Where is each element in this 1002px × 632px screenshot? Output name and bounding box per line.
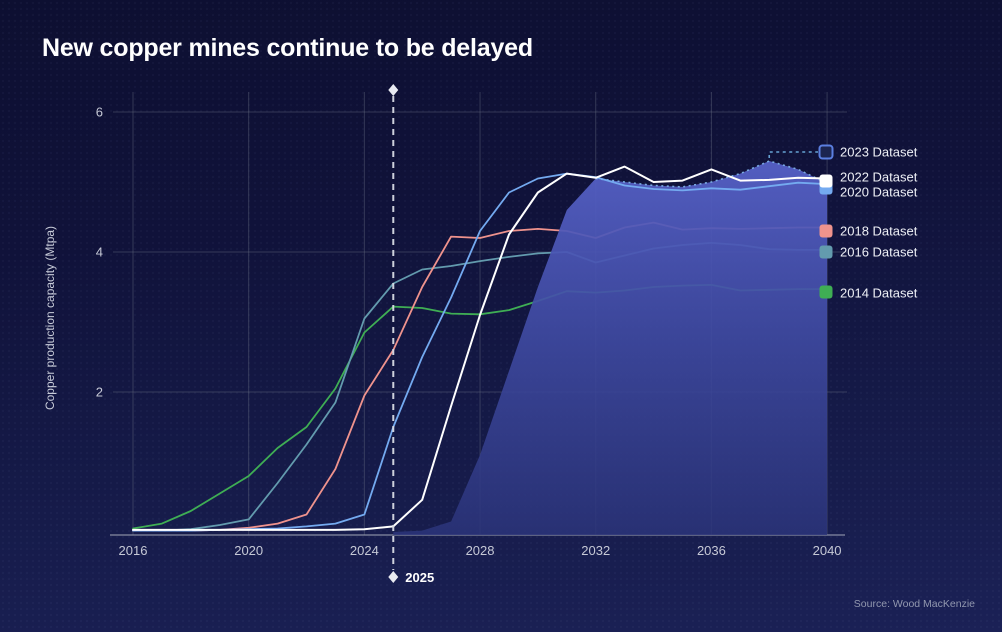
legend-callout-connector — [768, 151, 818, 158]
legend-label-2014-dataset[interactable]: 2014 Dataset — [840, 286, 918, 301]
x-tick-label-2028: 2028 — [466, 543, 495, 558]
y-tick-label-2: 2 — [96, 385, 103, 400]
legend-label-2020-dataset[interactable]: 2020 Dataset — [840, 185, 918, 200]
x-tick-label-2020: 2020 — [234, 543, 263, 558]
x-tick-label-2016: 2016 — [119, 543, 148, 558]
y-tick-label-6: 6 — [96, 105, 103, 120]
legend-marker-2016-dataset[interactable] — [819, 245, 833, 259]
x-tick-label-2040: 2040 — [813, 543, 842, 558]
annotation-diamond-bottom-icon — [388, 571, 399, 583]
legend-marker-2018-dataset[interactable] — [819, 224, 833, 238]
x-tick-label-2032: 2032 — [581, 543, 610, 558]
x-tick-label-2024: 2024 — [350, 543, 379, 558]
page-title: New copper mines continue to be delayed — [42, 34, 533, 62]
legend-label-2018-dataset[interactable]: 2018 Dataset — [840, 224, 918, 239]
series-area-2023-dataset — [393, 161, 828, 535]
annotation-2025-label: 2025 — [405, 570, 434, 585]
legend-marker-2014-dataset[interactable] — [819, 285, 833, 299]
legend-label-2023-dataset[interactable]: 2023 Dataset — [840, 145, 918, 160]
legend-label-2022-dataset[interactable]: 2022 Dataset — [840, 170, 918, 185]
legend-label-2016-dataset[interactable]: 2016 Dataset — [840, 245, 918, 260]
y-tick-label-4: 4 — [96, 245, 103, 260]
legend-marker-2023-dataset[interactable] — [818, 144, 834, 160]
series-edge-2023-dataset — [595, 160, 828, 188]
source-label: Source: Wood MacKenzie — [853, 598, 975, 610]
legend-marker-2022-dataset[interactable] — [819, 174, 833, 188]
y-axis-label: Copper production capacity (Mtpa) — [43, 225, 57, 411]
series-line-2022-dataset — [132, 165, 829, 531]
annotation-diamond-top-icon — [388, 84, 399, 96]
x-tick-label-2036: 2036 — [697, 543, 726, 558]
